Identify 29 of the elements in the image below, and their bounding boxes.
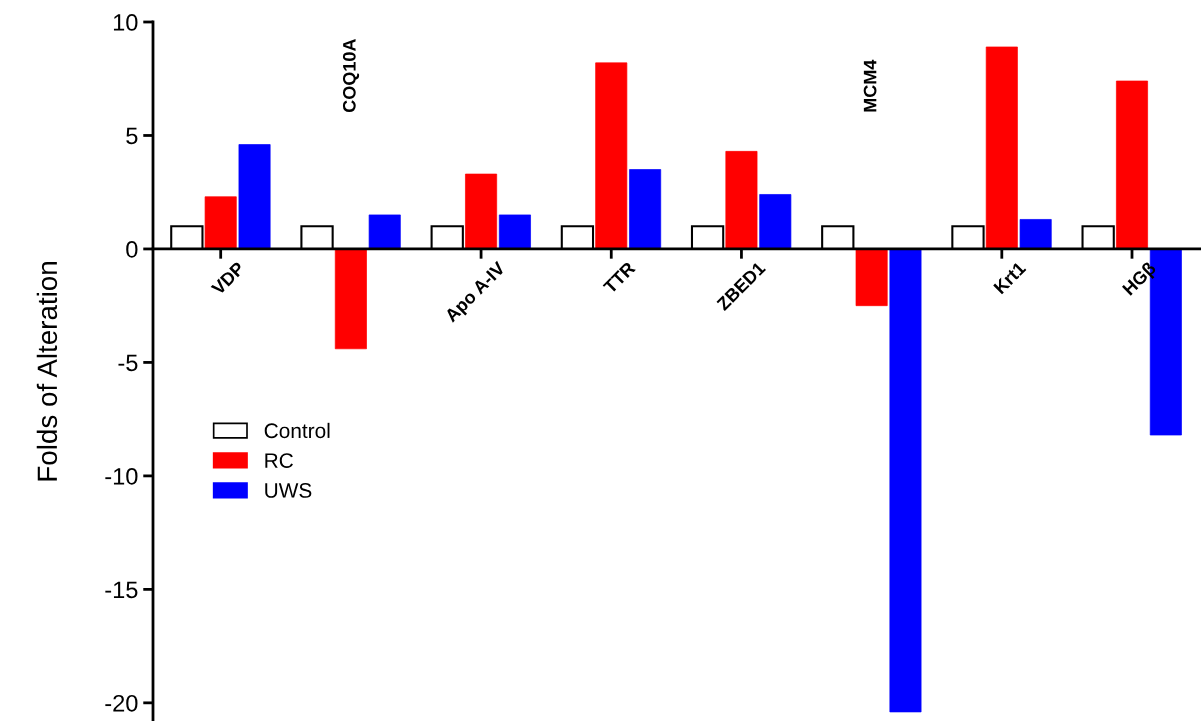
bar — [985, 46, 1018, 250]
bar — [1019, 219, 1052, 250]
y-tick-label: 5 — [126, 127, 138, 145]
bar — [204, 196, 237, 250]
bar — [334, 248, 367, 350]
y-tick-label: 10 — [113, 14, 138, 31]
x-tick-label: COQ10A — [342, 39, 360, 113]
legend-label: Control — [264, 422, 330, 439]
bar — [855, 248, 888, 307]
y-axis-title: Folds of Alteration — [36, 262, 58, 481]
y-tick-label: -15 — [105, 581, 138, 599]
y-tick-label: -20 — [105, 694, 138, 712]
bar — [238, 144, 271, 250]
bar — [889, 248, 922, 713]
bar — [368, 214, 401, 250]
x-tick-label: MCM4 — [863, 59, 877, 112]
bar — [725, 151, 758, 250]
y-tick-label: 0 — [126, 241, 138, 258]
bar — [595, 62, 628, 250]
legend-label: UWS — [265, 483, 312, 498]
legend-label: RC — [265, 453, 293, 468]
bar — [465, 173, 498, 250]
y-tick-label: -5 — [118, 354, 138, 372]
x-tick-label: TTR — [602, 261, 636, 295]
bar — [498, 214, 531, 250]
y-tick-label: -10 — [105, 467, 138, 485]
bar — [629, 169, 662, 250]
bar — [1116, 80, 1148, 250]
bar — [759, 194, 792, 250]
